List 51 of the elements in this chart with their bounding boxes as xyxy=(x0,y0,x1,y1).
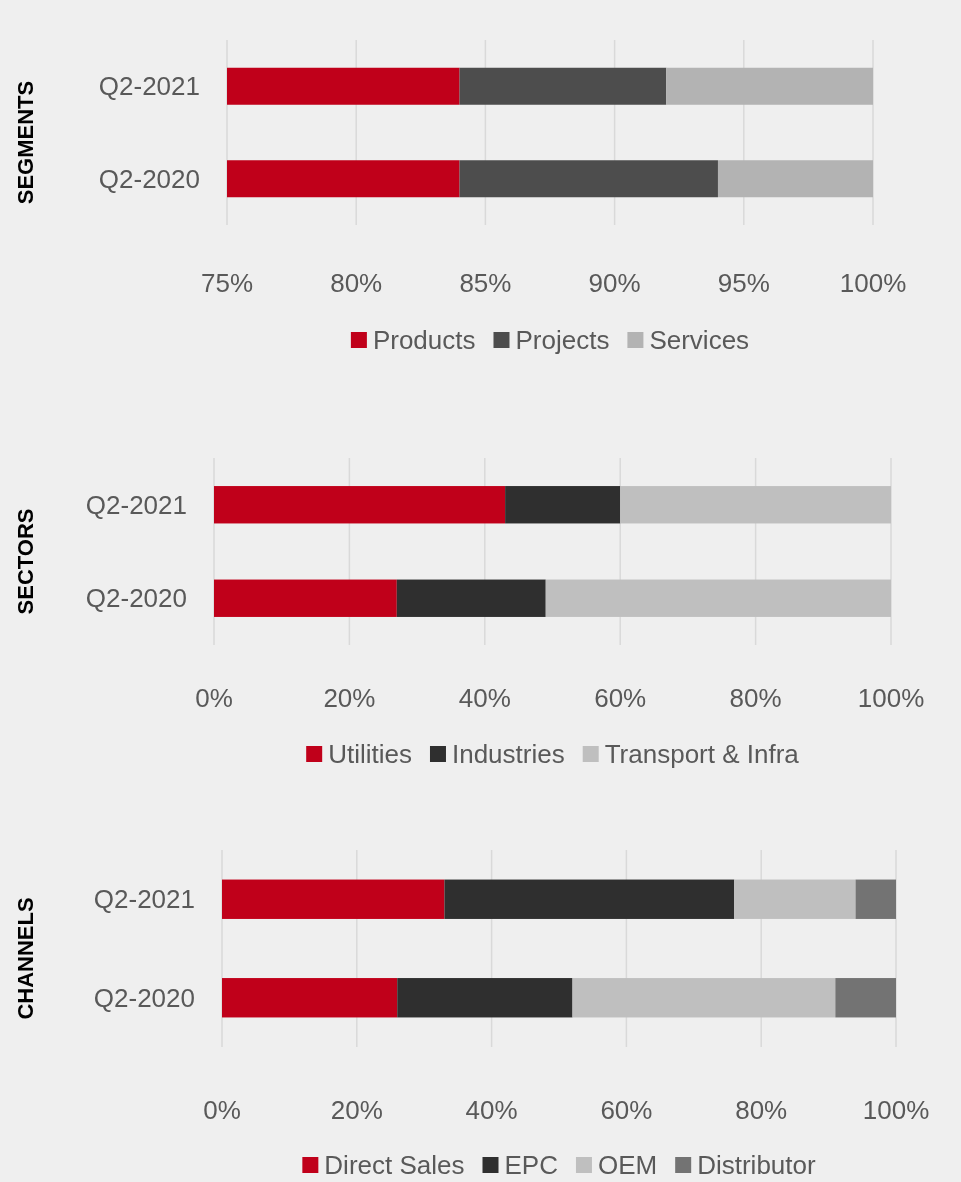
legend-label: EPC xyxy=(504,1150,558,1181)
y-tick-label: Q2-2020 xyxy=(93,982,195,1013)
y-axis-title: SEGMENTS xyxy=(13,80,38,205)
x-tick-label: 100% xyxy=(857,683,925,713)
y-tick-label: Q2-2021 xyxy=(98,71,200,102)
x-tick-label: 60% xyxy=(594,683,647,713)
legend-label: Transport & Infra xyxy=(604,739,800,770)
bar xyxy=(214,486,506,524)
legend-label: Services xyxy=(649,325,750,356)
bar xyxy=(444,879,735,919)
y-tick-label: Q2-2021 xyxy=(93,884,195,915)
x-tick-label: 90% xyxy=(588,268,641,298)
y-tick-label: Q2-2021 xyxy=(85,489,187,520)
legend-label: Utilities xyxy=(328,739,412,770)
x-tick-label: 85% xyxy=(459,268,512,298)
bar xyxy=(397,978,573,1018)
x-tick-label: 60% xyxy=(600,1095,653,1125)
bar xyxy=(214,579,397,617)
x-tick-label: 80% xyxy=(330,268,383,298)
x-tick-label: 20% xyxy=(330,1095,383,1125)
x-tick-label: 0% xyxy=(203,1095,241,1125)
y-tick-label: Q2-2020 xyxy=(98,163,200,194)
x-tick-label: 100% xyxy=(862,1095,930,1125)
x-tick-label: 40% xyxy=(465,1095,518,1125)
bar xyxy=(734,879,856,919)
x-tick-label: 80% xyxy=(735,1095,788,1125)
bar xyxy=(505,486,621,524)
legend-label: OEM xyxy=(597,1150,658,1181)
x-tick-label: 40% xyxy=(458,683,511,713)
y-axis-title: SECTORS xyxy=(13,508,38,615)
x-tick-label: 75% xyxy=(200,268,254,298)
bar xyxy=(835,978,896,1018)
x-tick-label: 100% xyxy=(839,268,907,298)
legend-label: Projects xyxy=(515,325,610,356)
x-tick-label: 80% xyxy=(729,683,782,713)
x-tick-label: 20% xyxy=(323,683,376,713)
y-tick-label: Q2-2020 xyxy=(85,583,187,614)
bar xyxy=(620,486,891,524)
bar xyxy=(222,978,398,1018)
bar xyxy=(396,579,546,617)
bar xyxy=(855,879,896,919)
x-tick-label: 0% xyxy=(195,683,233,713)
y-axis-title: CHANNELS xyxy=(13,897,38,1020)
legend-label: Products xyxy=(372,325,476,356)
x-tick-label: 95% xyxy=(717,268,770,298)
bar xyxy=(572,978,836,1018)
legend-label: Industries xyxy=(451,739,565,770)
legend-label: Distributor xyxy=(697,1150,816,1181)
legend-label: Direct Sales xyxy=(324,1150,465,1181)
bar xyxy=(222,879,445,919)
bar xyxy=(545,579,891,617)
